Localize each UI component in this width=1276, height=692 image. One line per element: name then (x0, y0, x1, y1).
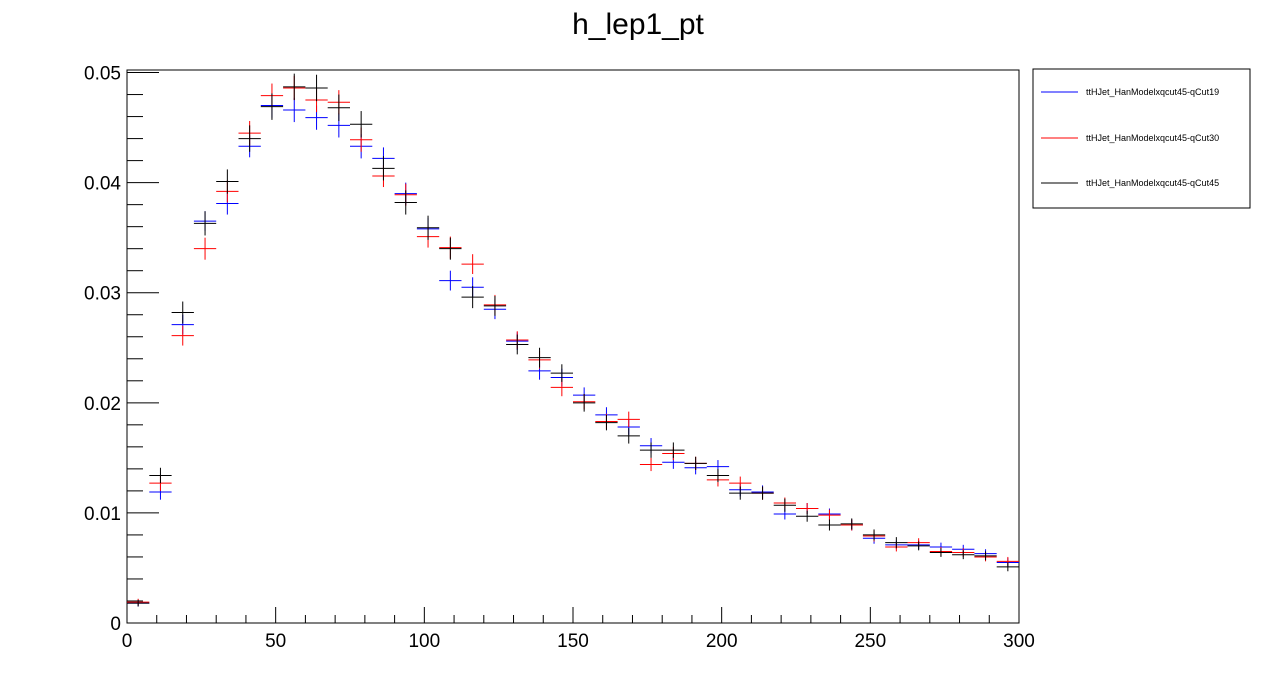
legend-entry: ttHJet_HanModelxqcut45-qCut45 (1041, 178, 1219, 188)
data-point (171, 325, 194, 346)
data-point (996, 562, 1019, 572)
x-axis: 0 50 100 150 200 250 300 (122, 607, 1035, 652)
data-point (461, 254, 484, 275)
data-point (706, 468, 730, 483)
x-tick-label: 100 (408, 631, 440, 652)
data-point (439, 270, 462, 291)
data-point (283, 97, 306, 123)
data-point (439, 237, 462, 260)
series-0 (127, 93, 1019, 607)
plot-frame (126, 69, 1020, 624)
data-layer (127, 73, 1019, 607)
x-tick-label: 0 (122, 631, 133, 652)
data-point (171, 301, 194, 324)
legend-label: ttHJet_HanModelxqcut45-qCut30 (1086, 133, 1219, 143)
y-axis: 0 0.01 0.02 0.03 0.04 0.05 (84, 64, 159, 635)
y-tick-label: 0.01 (84, 504, 121, 525)
data-point (729, 486, 752, 500)
data-point (193, 211, 217, 236)
x-tick-label: 50 (265, 631, 286, 652)
y-tick-label: 0.02 (84, 394, 121, 415)
data-point (617, 428, 640, 444)
legend-entry: ttHJet_HanModelxqcut45-qCut19 (1041, 87, 1219, 97)
data-point (238, 125, 261, 152)
data-point (818, 509, 841, 521)
data-point (149, 467, 172, 484)
data-point (684, 456, 707, 470)
x-tick-label: 250 (854, 631, 886, 652)
data-point (216, 169, 239, 194)
data-point (929, 548, 953, 557)
data-point (862, 529, 886, 541)
data-point (461, 286, 484, 309)
y-tick-label: 0.05 (84, 64, 121, 85)
legend: ttHJet_HanModelxqcut45-qCut19 ttHJet_HanM… (1032, 68, 1251, 209)
series-2 (127, 73, 1019, 607)
data-point (639, 442, 663, 458)
data-point (662, 442, 685, 458)
legend-label: ttHJet_HanModelxqcut45-qCut45 (1086, 178, 1219, 188)
data-point (416, 215, 440, 240)
data-point (506, 334, 529, 355)
data-point (617, 411, 640, 428)
data-point (840, 518, 863, 530)
data-point (573, 394, 596, 412)
data-point (283, 73, 306, 101)
series-1 (127, 75, 1019, 606)
data-point (818, 519, 841, 531)
data-point (305, 74, 328, 102)
data-point (907, 541, 930, 551)
data-point (372, 156, 395, 181)
data-point (639, 457, 663, 472)
data-point (127, 599, 150, 607)
data-point (327, 94, 350, 121)
legend-entry: ttHJet_HanModelxqcut45-qCut30 (1041, 133, 1219, 143)
x-tick-label: 150 (557, 631, 589, 652)
y-tick-label: 0.03 (84, 284, 121, 305)
data-point (952, 550, 975, 560)
data-point (595, 414, 618, 431)
chart-title: h_lep1_pt (572, 8, 704, 41)
data-point (483, 296, 507, 316)
data-point (394, 190, 417, 215)
data-point (260, 93, 284, 120)
data-point (550, 364, 573, 382)
data-point (796, 510, 819, 522)
data-point (773, 498, 796, 512)
data-point (974, 551, 997, 561)
data-point (751, 486, 774, 500)
x-tick-label: 300 (1003, 631, 1035, 652)
x-tick-label: 200 (706, 631, 738, 652)
data-point (528, 347, 551, 368)
y-tick-label: 0.04 (84, 174, 121, 195)
data-point (885, 537, 908, 549)
legend-label: ttHJet_HanModelxqcut45-qCut19 (1086, 87, 1219, 97)
y-tick-label: 0 (110, 614, 121, 635)
data-point (193, 237, 217, 260)
data-point (350, 111, 373, 138)
